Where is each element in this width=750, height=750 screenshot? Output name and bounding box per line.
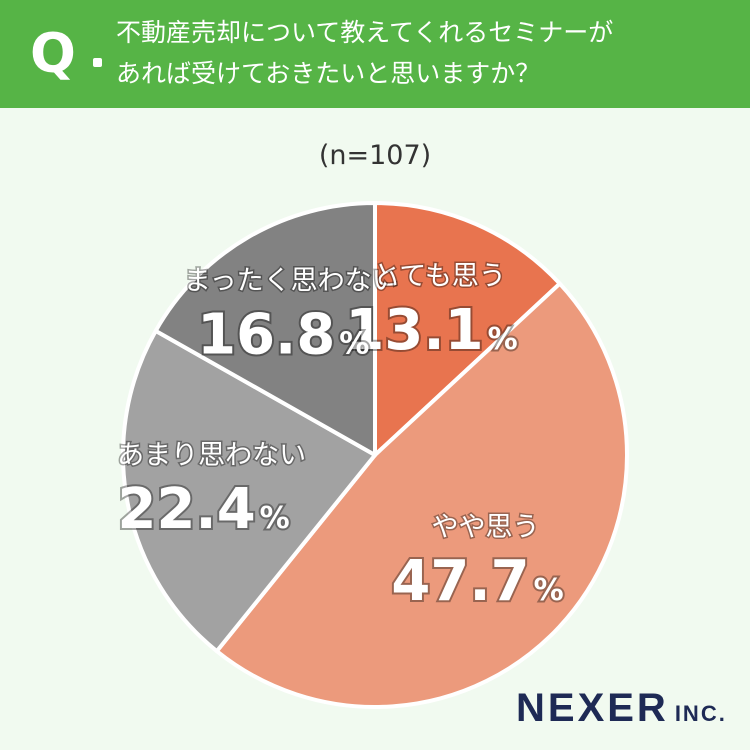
slice-label-group: とても思う 13.1% <box>343 260 519 366</box>
slice-value: 16.8% <box>197 302 369 367</box>
slice-label: とても思う <box>373 261 506 292</box>
brand-name: NEXER <box>516 686 669 730</box>
slice-value: 13.1% <box>345 298 517 363</box>
slice-value: 22.4% <box>118 477 290 542</box>
slice-label: まったく思わない <box>184 265 399 296</box>
q-dot <box>93 58 102 67</box>
pie-slice <box>153 201 377 457</box>
pie-slice <box>214 281 629 709</box>
slice-label: やや思う <box>432 512 540 543</box>
slice-label: あまり思わない <box>117 440 306 471</box>
brand-suffix: INC. <box>674 701 727 726</box>
sample-size-note: (n=107) <box>318 140 432 171</box>
slice-label-group: まったく思わない 16.8% <box>182 264 400 370</box>
slice-value: 47.7% <box>391 549 563 614</box>
pie-slice <box>373 201 562 457</box>
question-text-line1: 不動産売却について教えてくれるセミナーが <box>116 18 614 47</box>
question-header: Q 不動産売却について教えてくれるセミナーが あれば受けておきたいと思いますか？ <box>0 0 750 108</box>
question-text-line2: あれば受けておきたいと思いますか？ <box>116 59 541 88</box>
slice-label-group: やや思う 47.7% <box>389 511 565 617</box>
pie-slice <box>121 328 377 654</box>
slice-label-group: あまり思わない 22.4% <box>116 439 308 545</box>
brand-logo: NEXER INC. <box>516 686 727 731</box>
q-mark: Q <box>30 22 76 85</box>
